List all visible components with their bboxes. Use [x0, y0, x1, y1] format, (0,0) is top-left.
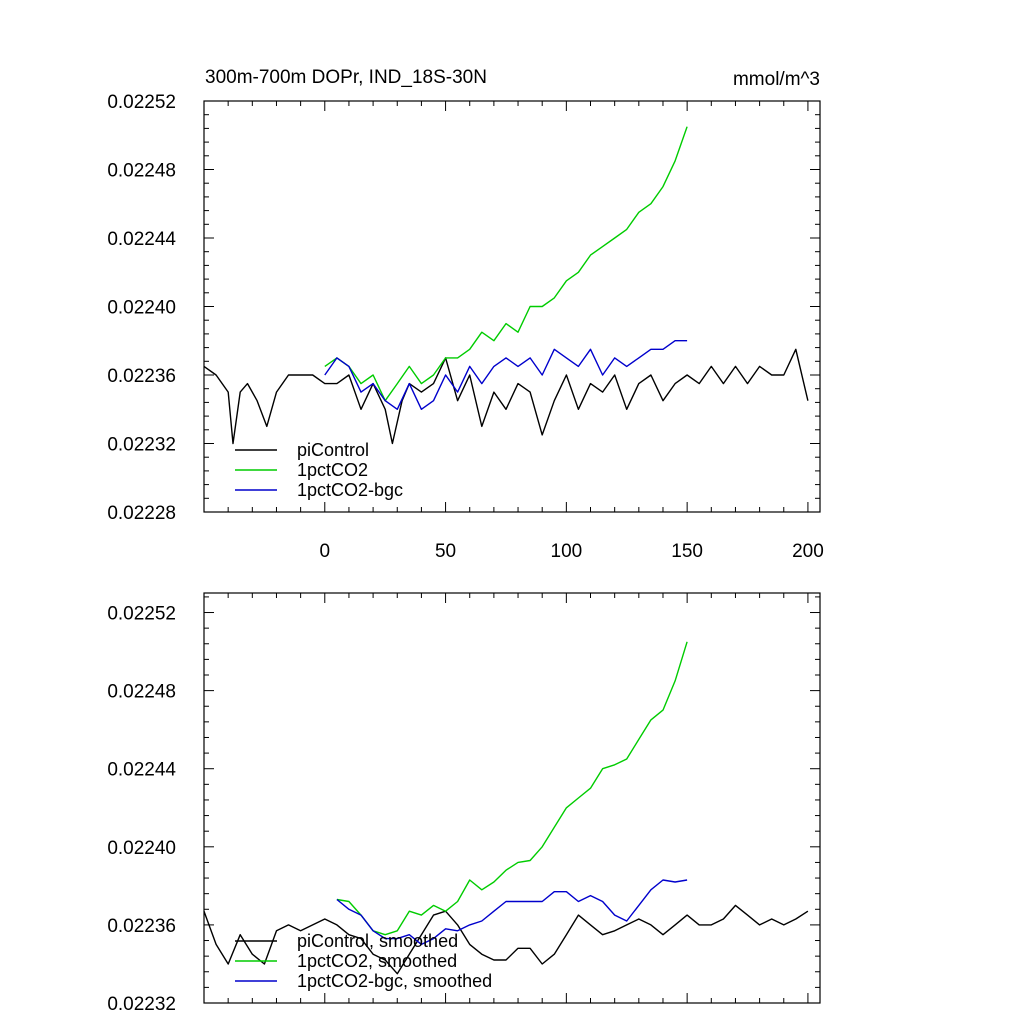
legend-label: 1pctCO2, smoothed	[297, 951, 457, 971]
y-tick-label: 0.02228	[107, 503, 176, 524]
y-tick-label: 0.02240	[107, 838, 176, 859]
y-tick-label: 0.02236	[107, 916, 176, 937]
y-tick-label: 0.02232	[107, 435, 176, 456]
series-line-2	[324, 126, 688, 402]
series-line-1	[203, 904, 809, 975]
y-tick-label: 0.02240	[107, 298, 176, 319]
y-tick-label: 0.02248	[107, 682, 176, 703]
series-line-3	[336, 879, 688, 946]
legend-label: piControl, smoothed	[297, 931, 458, 951]
y-tick-label: 0.02244	[107, 760, 176, 781]
series-line-1	[203, 348, 809, 445]
legend-label: 1pctCO2-bgc, smoothed	[297, 971, 492, 991]
chart-title: 300m-700m DOPr, IND_18S-30N	[205, 67, 487, 88]
series-line-3	[324, 340, 688, 410]
legend-label: piControl	[297, 440, 369, 460]
bottom-panel: 0.02232 0.02236 0.02240 0.02244 0.02248 0.022…	[107, 592, 821, 1015]
legend-label: 1pctCO2	[297, 460, 368, 480]
y-tick-label: 0.02248	[107, 161, 176, 182]
x-tick-label: 150	[671, 541, 703, 562]
plot-frame	[203, 592, 821, 1004]
x-tick-label: 100	[551, 541, 583, 562]
y-tick-label: 0.02252	[107, 604, 176, 625]
y-tick-label: 0.02232	[107, 994, 176, 1015]
series-line-2	[336, 641, 688, 936]
x-tick-label: 0	[319, 541, 330, 562]
y-tick-label: 0.02236	[107, 366, 176, 387]
legend-label: 1pctCO2-bgc	[297, 480, 403, 500]
units-label: mmol/m^3	[733, 69, 820, 90]
y-tick-label: 0.02244	[107, 229, 176, 250]
x-tick-label: 200	[792, 541, 824, 562]
y-tick-label: 0.02252	[107, 92, 176, 113]
top-panel: 0 50 100 150 200 0.02228 0.02232 0.02236 0.02240…	[107, 92, 823, 562]
x-tick-label: 50	[435, 541, 456, 562]
